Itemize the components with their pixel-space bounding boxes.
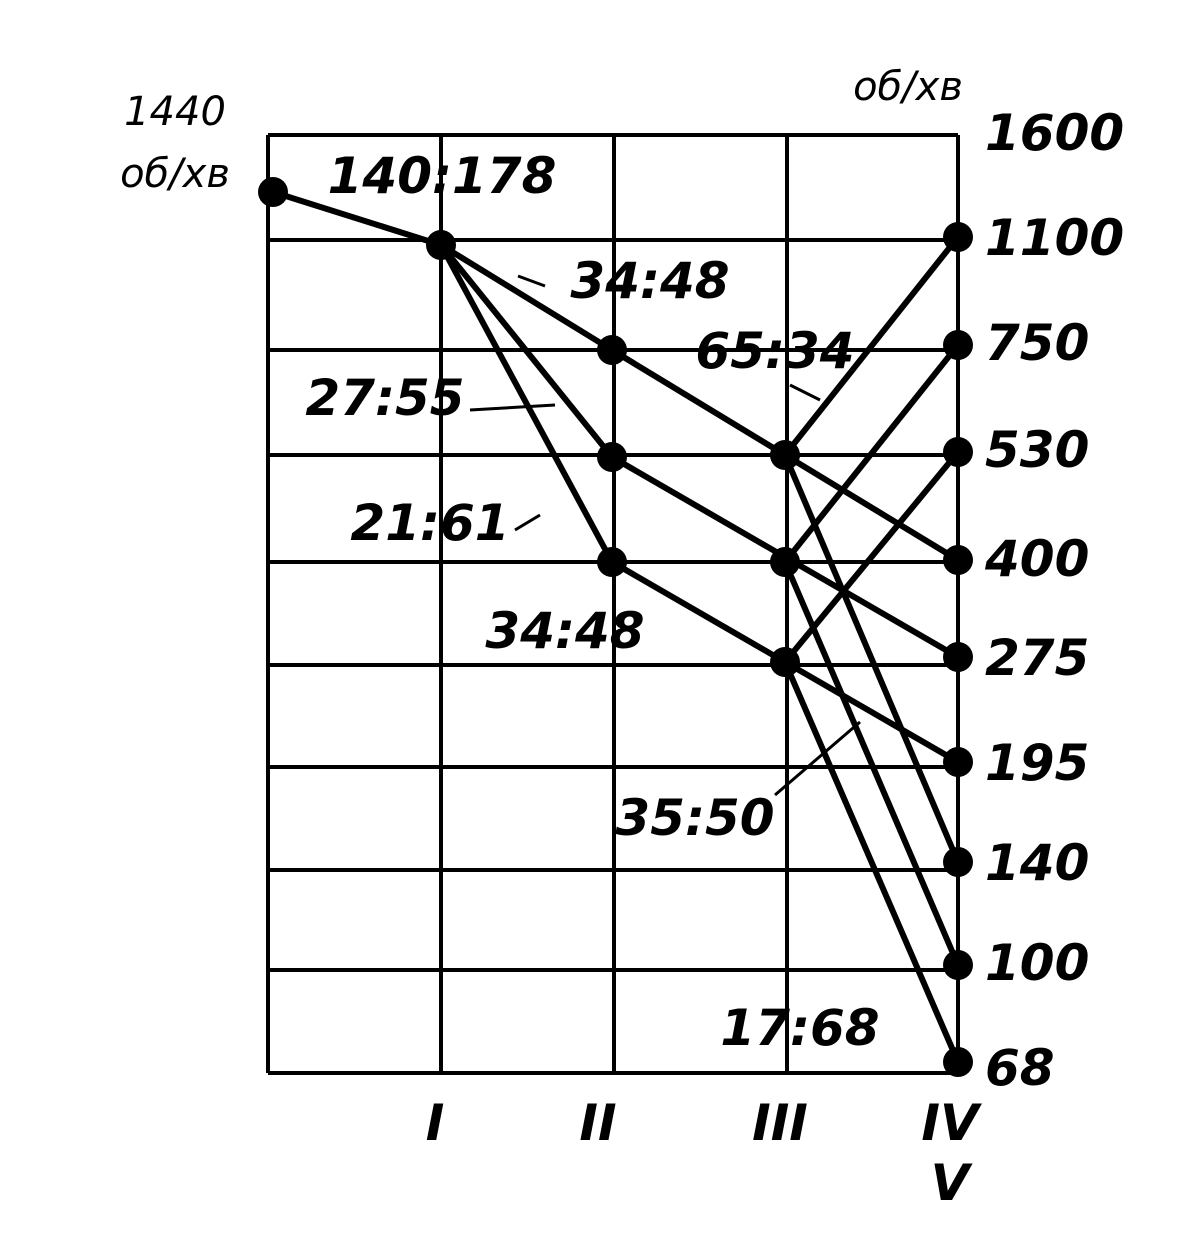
shaft-label: IV bbox=[921, 1094, 982, 1152]
speed-label: 100 bbox=[985, 934, 1089, 992]
ratio-label: 27:55 bbox=[305, 369, 464, 427]
ratio-label: 17:68 bbox=[720, 999, 879, 1057]
speed-label: 1100 bbox=[985, 209, 1124, 267]
ratio-label: 140:178 bbox=[328, 147, 557, 205]
speed-label: 195 bbox=[985, 734, 1089, 792]
speed-label: 750 bbox=[985, 314, 1089, 372]
ratio-label: 21:61 bbox=[350, 494, 509, 552]
shaft-label: II bbox=[579, 1094, 616, 1152]
shaft-label: I bbox=[426, 1094, 445, 1152]
speed-label: 275 bbox=[985, 629, 1089, 687]
speed-label: 1600 bbox=[985, 104, 1124, 162]
speed-label: 400 bbox=[984, 530, 1089, 588]
ratio-label: 35:50 bbox=[615, 789, 774, 847]
shaft-label: V bbox=[931, 1154, 973, 1212]
ratio-label: 65:34 bbox=[695, 322, 854, 380]
input-unit: об/хв bbox=[120, 151, 230, 197]
input-speed: 1440 bbox=[124, 89, 226, 135]
ratio-label: 34:48 bbox=[570, 252, 729, 310]
shaft-label: III bbox=[752, 1094, 808, 1152]
output-unit: об/хв bbox=[853, 64, 963, 110]
speed-label: 530 bbox=[985, 421, 1089, 479]
ratio-label: 34:48 bbox=[485, 602, 644, 660]
speed-label: 68 bbox=[985, 1039, 1055, 1097]
grid bbox=[266, 133, 960, 1075]
nodes bbox=[258, 177, 973, 1077]
speed-label: 140 bbox=[985, 834, 1089, 892]
